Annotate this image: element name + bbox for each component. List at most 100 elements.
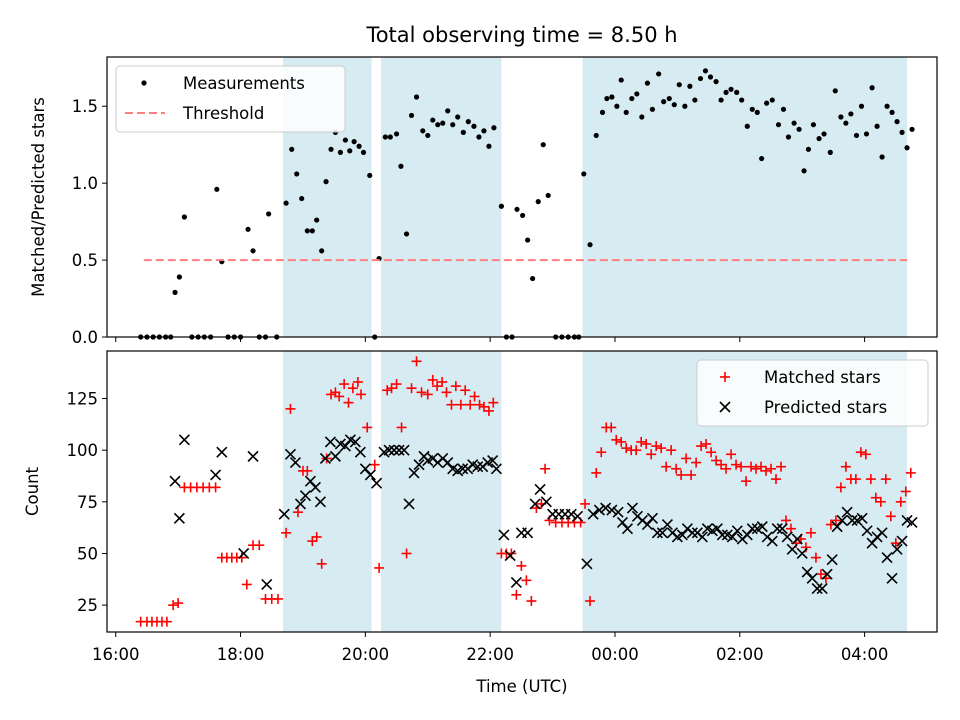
data-point: [530, 275, 536, 282]
data-point: [420, 128, 426, 134]
data-point: [861, 525, 873, 537]
data-point: [460, 385, 471, 396]
data-point: [442, 457, 454, 469]
data-point: [656, 443, 667, 454]
x-stroke-b: [612, 506, 624, 518]
x-stroke-b: [344, 434, 356, 446]
data-point: [581, 558, 593, 570]
data-point: [805, 146, 812, 152]
data-point: [316, 558, 327, 569]
data-point: [885, 511, 896, 522]
data-point: [472, 461, 484, 473]
bottom-panel: 25 50 75 100 125 16:00 18:00 20:00 22:00 00:00 02:…: [23, 350, 938, 696]
data-point: [843, 120, 849, 126]
data-point: [349, 436, 361, 448]
x-stroke-b: [339, 440, 351, 452]
data-point: [498, 203, 505, 209]
data-point: [324, 436, 336, 448]
data-point: [801, 566, 813, 578]
data-point: [272, 593, 283, 604]
x-stroke-b: [413, 459, 425, 471]
x-stroke-b: [309, 481, 322, 493]
data-point: [339, 379, 350, 390]
data-point: [728, 86, 734, 92]
x-stroke-b: [178, 434, 190, 446]
data-point: [744, 123, 750, 129]
data-point: [776, 523, 788, 535]
data-point: [382, 134, 388, 140]
x-stroke-b: [329, 450, 341, 462]
data-point: [718, 97, 724, 103]
data-point: [534, 483, 546, 495]
y-tick-label: 75: [77, 493, 98, 512]
data-point: [791, 533, 803, 545]
data-point: [900, 486, 911, 497]
x-stroke-b: [284, 448, 297, 460]
data-point: [651, 441, 662, 452]
data-point: [896, 535, 908, 547]
data-point: [352, 376, 363, 387]
data-point: [827, 149, 833, 155]
x-stroke-b: [719, 401, 731, 413]
data-point: [289, 146, 295, 152]
data-point: [435, 122, 441, 128]
data-point: [334, 391, 345, 402]
data-point: [371, 477, 383, 489]
data-point: [895, 496, 906, 507]
x-stroke-b: [661, 518, 673, 531]
data-point: [173, 512, 185, 524]
data-point: [292, 507, 303, 518]
data-point: [832, 88, 838, 94]
data-point: [457, 463, 469, 475]
data-point: [319, 248, 325, 254]
x-stroke-b: [304, 475, 317, 487]
data-point: [836, 514, 848, 526]
x-stroke-b: [621, 523, 634, 535]
data-point: [676, 469, 687, 480]
data-point: [326, 389, 337, 400]
legend-box: [115, 65, 346, 133]
data-point: [860, 449, 871, 460]
data-point: [791, 120, 797, 126]
data-point: [398, 163, 404, 169]
x-stroke-b: [522, 527, 534, 539]
data-point: [687, 83, 693, 89]
data-point: [621, 523, 634, 535]
data-point: [631, 445, 642, 456]
data-point: [731, 459, 742, 470]
data-point: [216, 446, 228, 458]
data-point: [711, 523, 723, 535]
x-stroke-b: [393, 444, 405, 456]
data-point: [904, 145, 910, 151]
x-stroke-b: [746, 523, 758, 535]
x-stroke-b: [781, 531, 793, 543]
data-point: [498, 529, 510, 541]
data-point: [894, 119, 900, 125]
data-point: [696, 441, 707, 452]
data-point: [471, 123, 477, 129]
x-stroke-b: [836, 514, 848, 526]
data-point: [686, 527, 698, 539]
data-point: [481, 128, 487, 134]
data-point: [284, 448, 297, 460]
x-stroke-b: [886, 572, 898, 584]
data-point: [785, 523, 796, 534]
x-stroke-b: [826, 554, 838, 566]
data-point: [245, 226, 251, 232]
data-point: [347, 148, 353, 154]
data-point: [383, 444, 395, 456]
x-stroke-b: [398, 444, 410, 456]
data-point: [666, 445, 677, 456]
axes-frame: [106, 56, 938, 338]
data-point: [741, 529, 753, 541]
data-point: [840, 461, 851, 472]
data-point: [314, 496, 326, 508]
data-point: [805, 527, 816, 538]
top-panel: 0.0 0.5 1.0 1.5 Matched/Predicted stars Measu…: [29, 56, 938, 347]
data-point: [884, 103, 890, 109]
x-stroke-b: [841, 506, 853, 518]
data-point: [491, 125, 497, 131]
data-point: [521, 575, 532, 586]
data-point: [754, 109, 760, 115]
data-point: [666, 95, 672, 102]
